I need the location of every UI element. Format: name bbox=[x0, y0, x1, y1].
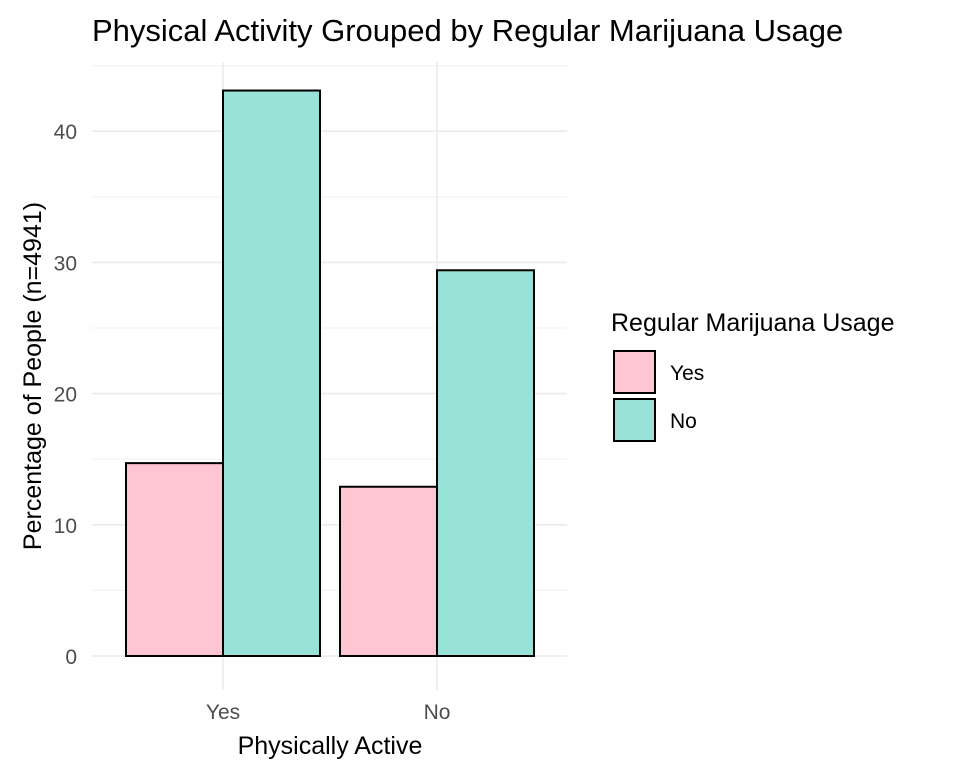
legend-key-yes bbox=[613, 350, 656, 394]
y-tick-label-20: 20 bbox=[54, 384, 77, 407]
y-tick-label-0: 0 bbox=[65, 646, 77, 669]
legend-items: Yes No bbox=[613, 350, 704, 442]
y-tick-label-30: 30 bbox=[54, 252, 77, 275]
y-axis-title: Percentage of People (n=4941) bbox=[19, 202, 47, 550]
y-tick-label-40: 40 bbox=[54, 121, 77, 144]
x-tick-label-no: No bbox=[424, 701, 451, 724]
x-tick-label-yes: Yes bbox=[206, 701, 240, 724]
x-axis-title: Physically Active bbox=[238, 732, 423, 760]
legend-label-yes: Yes bbox=[670, 362, 704, 385]
legend-key-no bbox=[613, 398, 656, 442]
bar-no-yes bbox=[339, 485, 438, 658]
legend-label-no: No bbox=[670, 410, 697, 433]
legend-title: Regular Marijuana Usage bbox=[611, 309, 894, 337]
y-tick-label-10: 10 bbox=[54, 515, 77, 538]
bar-yes-no bbox=[222, 89, 321, 657]
bar-no-no bbox=[436, 269, 535, 657]
bar-yes-yes bbox=[125, 462, 224, 657]
legend: Regular Marijuana Usage Yes No bbox=[611, 309, 894, 442]
bars bbox=[125, 89, 535, 658]
chart-title: Physical Activity Grouped by Regular Mar… bbox=[92, 13, 843, 48]
x-axis-ticks: Yes No bbox=[206, 701, 451, 724]
y-axis-ticks: 0 10 20 30 40 bbox=[54, 121, 77, 669]
